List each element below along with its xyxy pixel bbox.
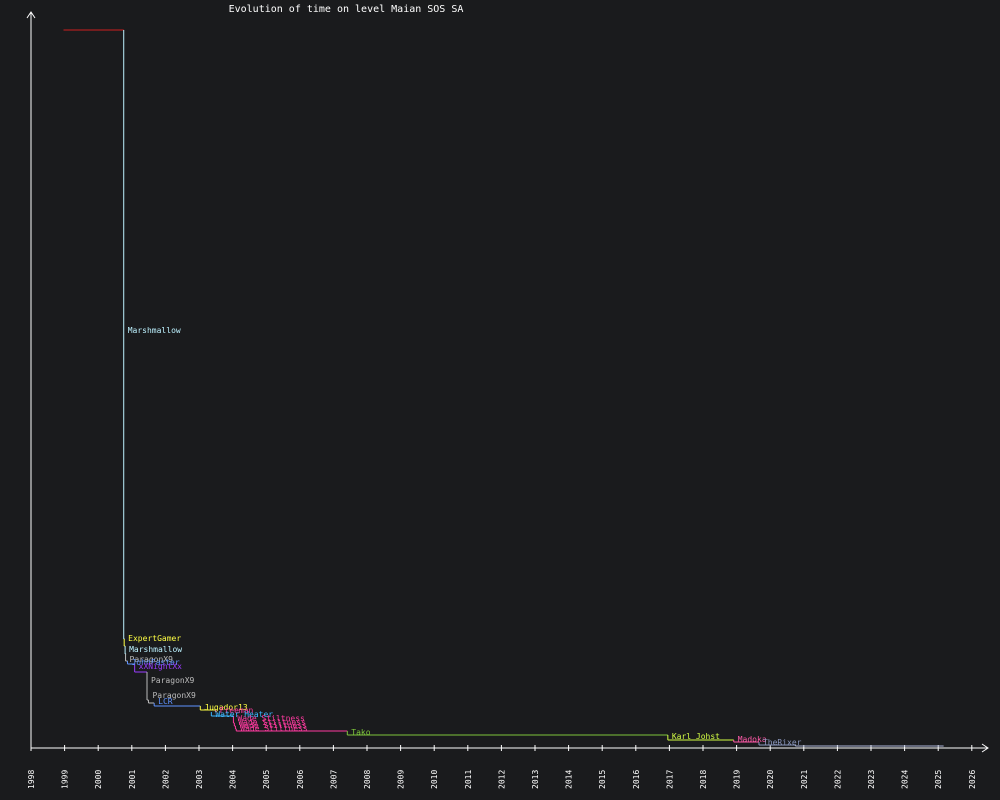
x-tick-label: 2022: [833, 770, 842, 789]
record-label: ParagonX9: [152, 691, 196, 700]
x-tick-label: 2026: [968, 770, 977, 789]
x-tick-label: 2007: [329, 770, 338, 789]
record-label: Jugador13: [204, 703, 248, 712]
record-labels: MarshmallowExpertGamerMarshmallowParagon…: [128, 326, 802, 747]
x-tick-label: 2014: [565, 770, 574, 789]
x-tick-label: 2002: [161, 770, 170, 789]
record-label: Water Heater: [215, 710, 273, 719]
x-tick-label: 2025: [934, 770, 943, 789]
x-tick-label: 2024: [901, 770, 910, 789]
record-label: ExpertGamer: [128, 634, 181, 643]
record-label: JohnFaster: [131, 658, 179, 667]
x-tick-label: 2001: [128, 770, 137, 789]
x-tick-label: 2018: [699, 770, 708, 789]
x-tick-label: 2020: [766, 770, 775, 789]
x-tick-label: 2016: [632, 770, 641, 789]
x-tick-label: 2004: [229, 770, 238, 789]
record-label: LCR: [158, 697, 173, 706]
x-tick-label: 2006: [296, 770, 305, 789]
record-label: Wade Stiltness: [237, 714, 305, 723]
x-tick-label: 2010: [430, 770, 439, 789]
x-tick-label: 2013: [531, 770, 540, 789]
record-label: TheRixer: [763, 738, 802, 747]
x-tick-label: 2011: [464, 770, 473, 789]
x-tick-label: 2009: [397, 770, 406, 789]
x-tick-label: 2019: [733, 770, 742, 789]
x-tick-label: 2000: [94, 770, 103, 789]
x-tick-label: 1998: [27, 770, 36, 789]
record-label: Marshmallow: [129, 645, 182, 654]
record-label: Freeman: [220, 706, 254, 715]
record-label: xXNightXx: [139, 662, 183, 671]
record-label: Karl Johst: [672, 732, 720, 741]
y-axis-arrow: [26, 11, 36, 19]
record-label: Madoka: [738, 735, 767, 744]
record-label: Wade Stiltness: [239, 721, 307, 730]
x-tick-label: 2008: [363, 770, 372, 789]
x-tick-label: 2012: [497, 770, 506, 789]
record-label: Marshmallow: [128, 326, 181, 335]
x-tick-label: 2017: [665, 770, 674, 789]
x-tick-label: 2015: [598, 770, 607, 789]
record-label: Wade Stiltness: [238, 718, 306, 727]
x-tick-label: 1999: [61, 770, 70, 789]
x-tick-label: 2023: [867, 770, 876, 789]
axes: 1998 1999 2000 2001 2002 2003 2004 2005 2006 2007…: [26, 11, 989, 789]
record-label: ParagonX9: [130, 655, 174, 664]
record-label: Tako: [351, 728, 370, 737]
record-label: ParagonX9: [151, 676, 195, 685]
x-axis-arrow: [981, 743, 989, 753]
x-tick-label: 2003: [195, 770, 204, 789]
chart-title: Evolution of time on level Maian SOS SA: [229, 4, 464, 15]
x-tick-label: 2021: [800, 770, 809, 789]
record-label: Wade Stiltness: [240, 724, 308, 733]
record-steps: [63, 29, 944, 747]
x-tick-label: 2005: [262, 770, 271, 789]
